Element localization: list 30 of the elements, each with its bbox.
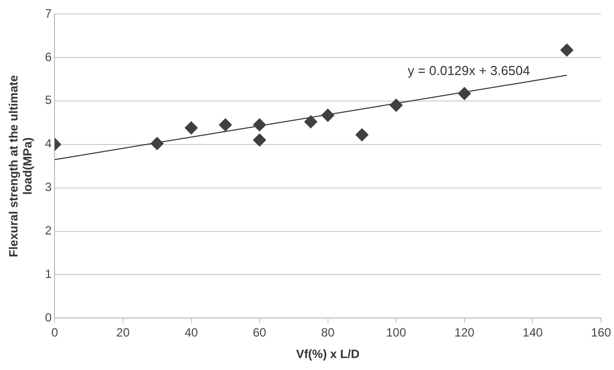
y-axis-title: Flexural strength at the ultimate load(MPa) (6, 74, 34, 258)
y-tick-label: 2 (44, 224, 52, 238)
point (150, 137, 164, 150)
point (218, 118, 232, 132)
point (304, 115, 318, 128)
y-tick-label: 7 (44, 6, 52, 20)
point (355, 128, 368, 142)
y-tick-label: 6 (44, 50, 52, 64)
x-tick-label: 80 (321, 326, 335, 340)
y-tick-label: 5 (44, 93, 52, 108)
point (253, 118, 266, 132)
x-tick-label: 100 (386, 326, 406, 340)
x-tick-label: 120 (454, 326, 475, 340)
y-tick-label: 1 (44, 267, 52, 282)
point (560, 44, 574, 57)
point (184, 121, 198, 134)
x-axis-title: Vf(%) x L/D (296, 347, 360, 362)
x-tick-label: 20 (116, 326, 130, 340)
point (390, 98, 403, 112)
x-tick-label: 140 (522, 326, 544, 340)
annotation: y = 0.0129x + 3.6504 (408, 62, 530, 78)
x-tick-label: 60 (252, 326, 267, 340)
y-tick-label: 3 (44, 180, 52, 194)
point (253, 134, 266, 147)
point (321, 108, 334, 122)
x-tick-label: 160 (590, 326, 612, 340)
point (458, 87, 471, 100)
x-tick-label: 40 (184, 326, 198, 340)
y-tick-label: 4 (44, 136, 52, 151)
y-tick-label: 0 (44, 310, 52, 325)
